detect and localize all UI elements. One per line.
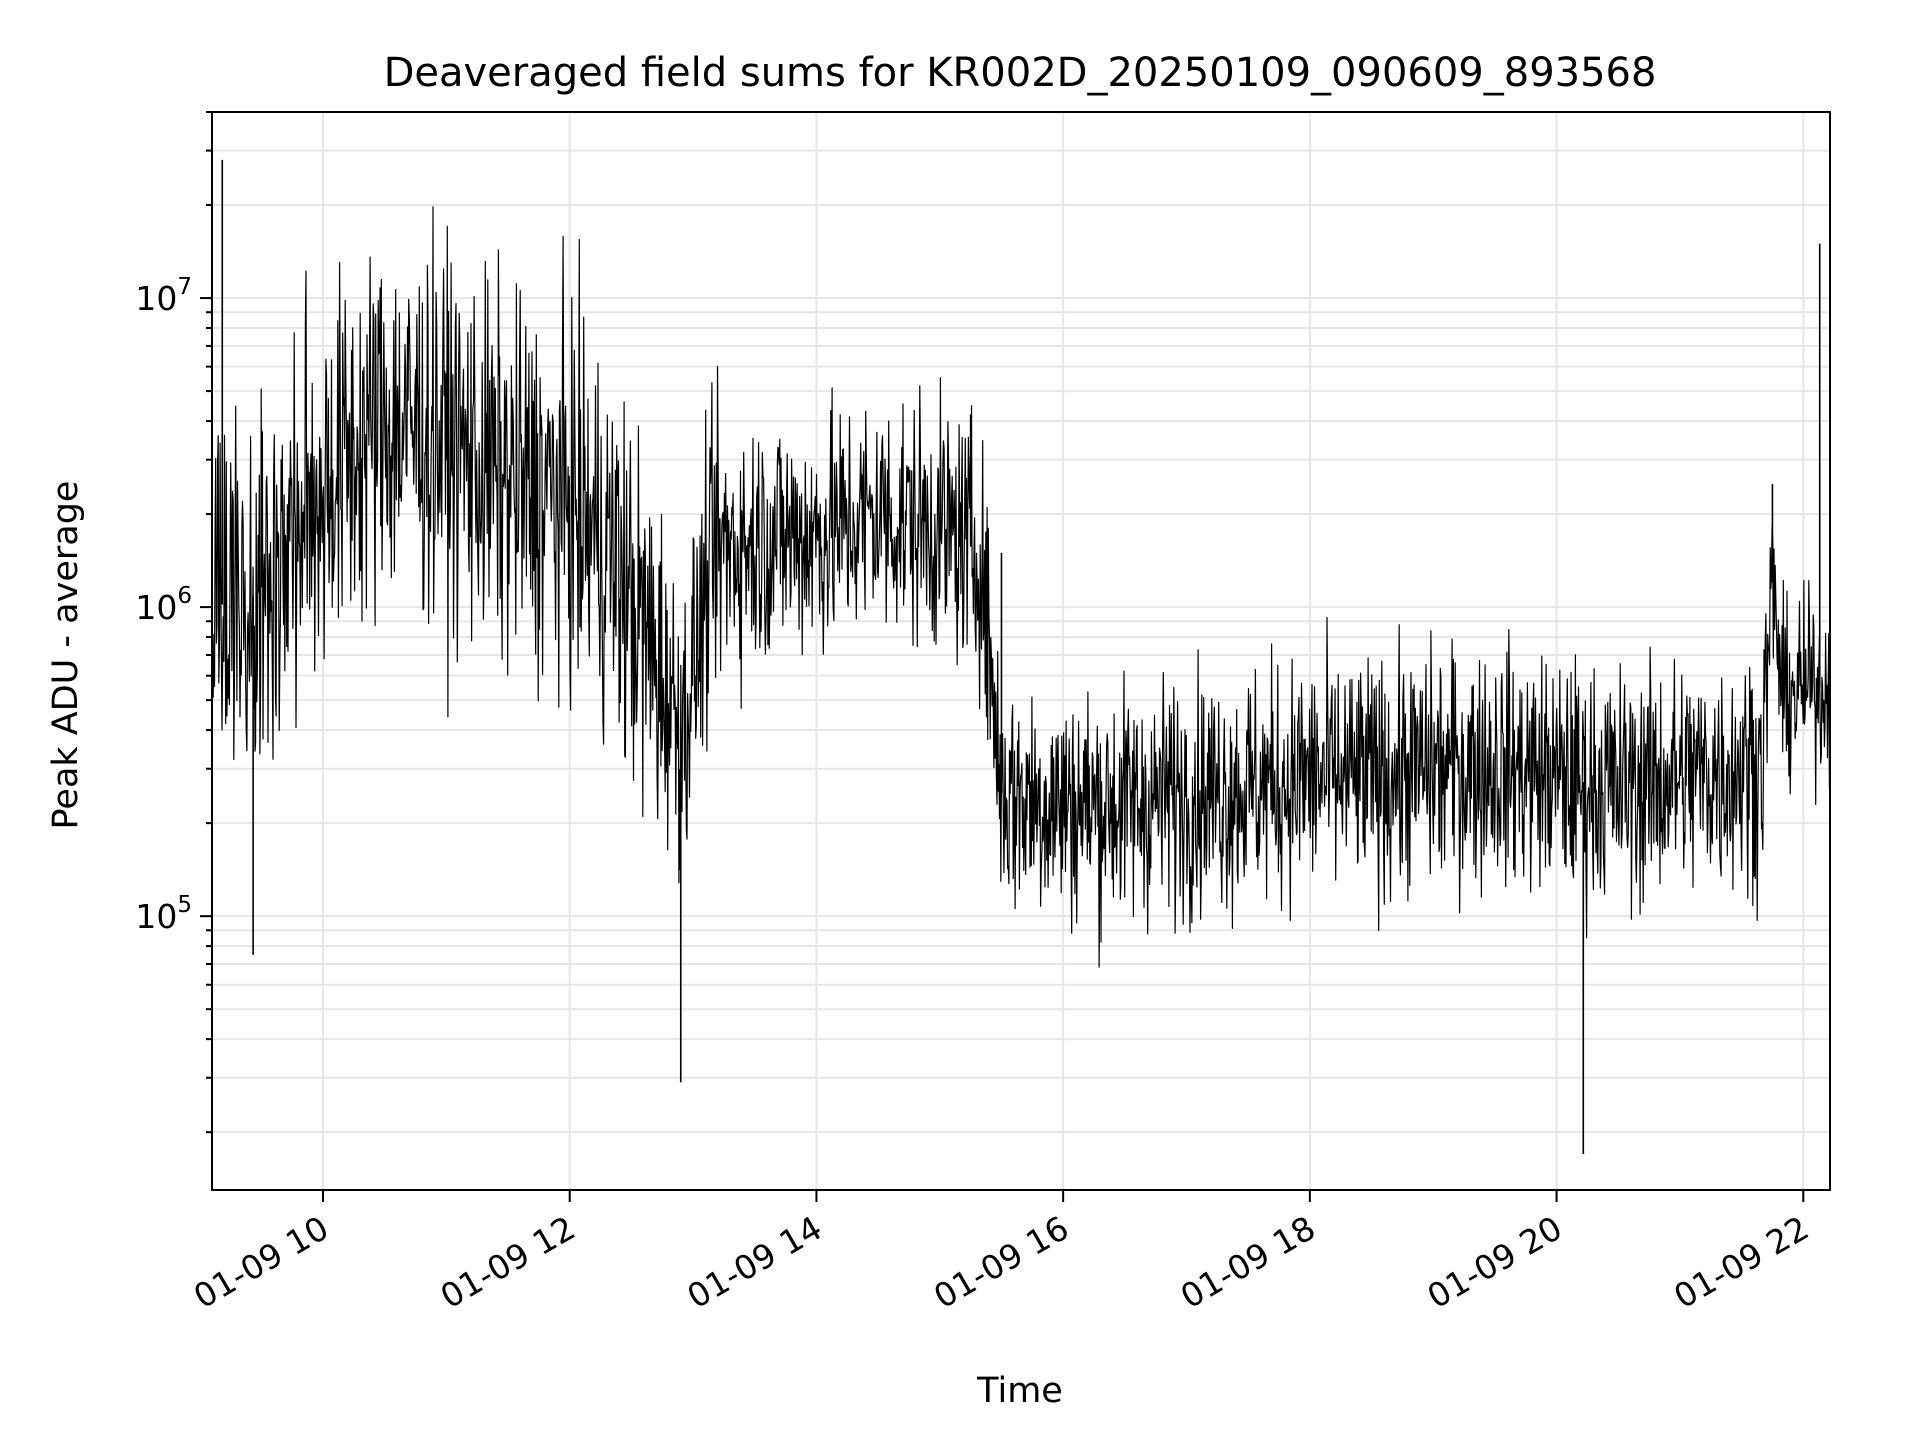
y-tick-label: 105 — [135, 892, 192, 936]
series-line — [211, 206, 1831, 968]
y-tick-exponent: 5 — [177, 892, 192, 918]
y-tick-base: 10 — [135, 588, 177, 627]
y-tick-base: 10 — [135, 279, 177, 318]
y-axis-label: Peak ADU - average — [46, 481, 86, 830]
y-tick-exponent: 6 — [177, 583, 192, 609]
y-tick-label: 107 — [135, 274, 192, 318]
y-tick-base: 10 — [135, 897, 177, 936]
plot-frame — [211, 111, 1831, 1191]
y-tick-exponent: 7 — [177, 274, 192, 300]
y-tick-label: 106 — [135, 583, 192, 627]
x-axis-label: Time — [976, 1371, 1063, 1411]
plot-data — [211, 159, 1831, 1154]
chart-title: Deaveraged field sums for KR002D_2025010… — [384, 50, 1657, 96]
